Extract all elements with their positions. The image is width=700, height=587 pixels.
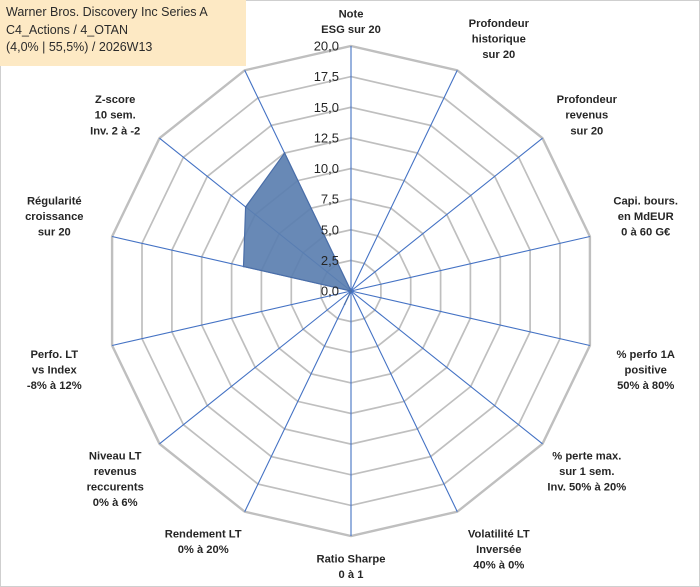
axis-label: % perfo 1A positive 50% à 80% (616, 349, 674, 392)
chart-title-box: Warner Bros. Discovery Inc Series A C4_A… (0, 0, 246, 66)
series-layer (242, 151, 352, 306)
tick-label-layer: 0,0 2,5 5,0 7,5 10,0 12,5 15,0 17,5 20,0 (314, 39, 339, 299)
axis-label: Note ESG sur 20 (321, 8, 381, 36)
tick-label: 7,5 (321, 192, 339, 207)
axis-label: Profondeur revenus sur 20 (557, 94, 618, 137)
tick-label: 15,0 (314, 100, 339, 115)
tick-label: 12,5 (314, 130, 339, 145)
axis-label: Capi. bours. en MdEUR 0 à 60 G€ (613, 196, 678, 239)
tick-label: 5,0 (321, 222, 339, 237)
axis-spoke (350, 70, 458, 292)
axis-label: Perfo. LT vs Index -8% à 12% (27, 349, 82, 392)
series-point (244, 206, 247, 208)
tick-label: 2,5 (321, 253, 339, 268)
tick-label: 17,5 (314, 69, 339, 84)
axis-spoke (350, 290, 543, 445)
tick-label: 0,0 (321, 284, 339, 299)
axis-label: Niveau LT revenus reccurents 0% à 6% (87, 450, 144, 509)
axis-label: Rendement LT 0% à 20% (165, 529, 242, 557)
tick-label: 20,0 (314, 39, 339, 54)
chart-title-line-1: Warner Bros. Discovery Inc Series A (6, 5, 208, 19)
chart-title-line-3: (4,0% | 55,5%) / 2026W13 (6, 40, 153, 54)
axis-spoke (350, 290, 458, 512)
axis-spoke (244, 290, 352, 512)
series-point (343, 303, 346, 306)
axis-spoke (350, 137, 543, 292)
axis-label: Volatilité LT Inversée 40% à 0% (468, 529, 530, 572)
axis-label: Régularité croissance sur 20 (25, 196, 83, 239)
series-point (350, 290, 352, 292)
axis-label: Z-score 10 sem. Inv. 2 à -2 (90, 94, 140, 137)
tick-label: 10,0 (314, 161, 339, 176)
axis-spoke (111, 290, 352, 347)
axis-spoke (350, 235, 591, 292)
axis-label: Ratio Sharpe 0 à 1 (316, 554, 385, 582)
axis-spoke (159, 290, 352, 445)
chart-title-line-2: C4_Actions / 4_OTAN (6, 22, 129, 37)
series-point (283, 152, 286, 154)
axis-spoke (350, 290, 591, 347)
axis-label: Profondeur historique sur 20 (469, 18, 530, 61)
series-point (242, 265, 245, 268)
axis-label: % perte max. sur 1 sem. Inv. 50% à 20% (547, 450, 626, 493)
